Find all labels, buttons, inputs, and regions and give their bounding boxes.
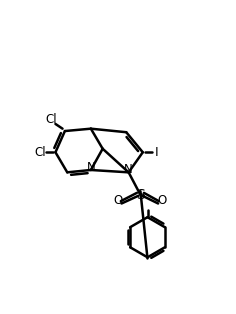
Text: Cl: Cl — [45, 113, 57, 126]
Text: O: O — [157, 194, 166, 207]
Text: N: N — [124, 164, 133, 176]
Text: S: S — [136, 188, 145, 202]
Text: N: N — [86, 161, 95, 174]
Text: I: I — [155, 146, 159, 159]
Text: O: O — [113, 194, 123, 207]
Text: Cl: Cl — [34, 146, 46, 159]
